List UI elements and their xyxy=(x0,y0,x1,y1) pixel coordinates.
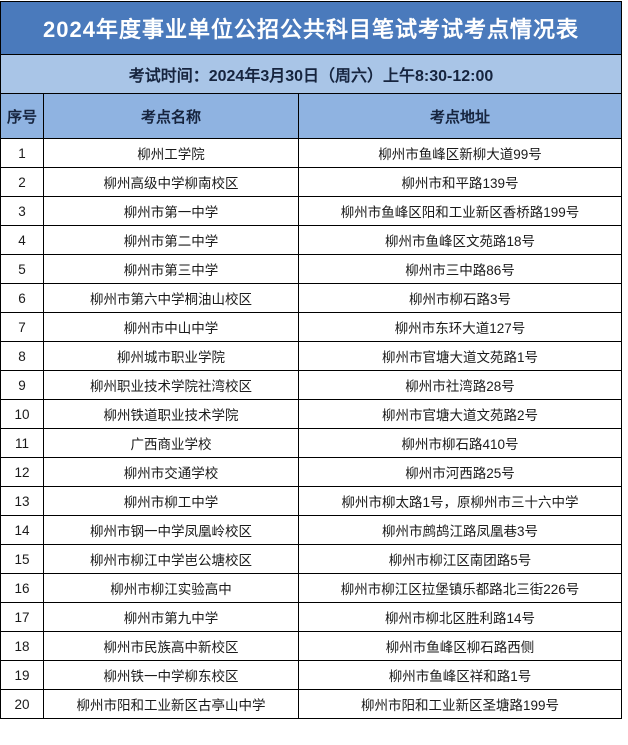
venue-name: 柳州市民族高中新校区 xyxy=(43,631,299,661)
table-row: 5 柳州市第三中学 柳州市三中路86号 xyxy=(0,254,623,284)
venue-name: 柳州市第六中学桐油山校区 xyxy=(43,283,299,313)
row-index: 18 xyxy=(0,631,44,661)
row-index: 19 xyxy=(0,660,44,690)
row-index: 20 xyxy=(0,689,44,719)
venue-name: 柳州市第九中学 xyxy=(43,602,299,632)
venue-name: 柳州市第二中学 xyxy=(43,225,299,255)
table-row: 18 柳州市民族高中新校区 柳州市鱼峰区柳石路西侧 xyxy=(0,631,623,661)
venue-name: 柳州市钢一中学凤凰岭校区 xyxy=(43,515,299,545)
venue-name: 柳州职业技术学院社湾校区 xyxy=(43,370,299,400)
exam-venues-table: 2024年度事业单位公招公共科目笔试考试考点情况表 考试时间：2024年3月30… xyxy=(0,1,623,719)
row-index: 16 xyxy=(0,573,44,603)
table-row: 8 柳州城市职业学院 柳州市官塘大道文苑路1号 xyxy=(0,341,623,371)
column-header-row: 序号 考点名称 考点地址 xyxy=(0,93,623,139)
venue-address: 柳州市鹧鸪江路凤凰巷3号 xyxy=(297,515,623,545)
table-row: 9 柳州职业技术学院社湾校区 柳州市社湾路28号 xyxy=(0,370,623,400)
venue-address: 柳州市鱼峰区新柳大道99号 xyxy=(297,138,623,168)
column-header-venue-address: 考点地址 xyxy=(297,93,623,139)
venue-name: 柳州市第三中学 xyxy=(43,254,299,284)
venue-name: 柳州市交通学校 xyxy=(43,457,299,487)
table-row: 13 柳州市柳工中学 柳州市柳太路1号，原柳州市三十六中学 xyxy=(0,486,623,516)
table-row: 14 柳州市钢一中学凤凰岭校区 柳州市鹧鸪江路凤凰巷3号 xyxy=(0,515,623,545)
row-index: 13 xyxy=(0,486,44,516)
row-index: 6 xyxy=(0,283,44,313)
venue-address: 柳州市官塘大道文苑路1号 xyxy=(297,341,623,371)
row-index: 1 xyxy=(0,138,44,168)
row-index: 15 xyxy=(0,544,44,574)
venue-address: 柳州市柳太路1号，原柳州市三十六中学 xyxy=(297,486,623,516)
row-index: 5 xyxy=(0,254,44,284)
venue-address: 柳州市河西路25号 xyxy=(297,457,623,487)
venue-address: 柳州市东环大道127号 xyxy=(297,312,623,342)
row-index: 12 xyxy=(0,457,44,487)
row-index: 11 xyxy=(0,428,44,458)
venue-name: 柳州铁道职业技术学院 xyxy=(43,399,299,429)
venue-address: 柳州市鱼峰区柳石路西侧 xyxy=(297,631,623,661)
venue-address: 柳州市柳北区胜利路14号 xyxy=(297,602,623,632)
venue-name: 柳州市柳工中学 xyxy=(43,486,299,516)
column-header-index: 序号 xyxy=(0,93,44,139)
row-index: 4 xyxy=(0,225,44,255)
table-row: 17 柳州市第九中学 柳州市柳北区胜利路14号 xyxy=(0,602,623,632)
venue-address: 柳州市鱼峰区文苑路18号 xyxy=(297,225,623,255)
venue-address: 柳州市和平路139号 xyxy=(297,167,623,197)
venue-name: 柳州市中山中学 xyxy=(43,312,299,342)
venue-name: 柳州市柳江实验高中 xyxy=(43,573,299,603)
table-row: 15 柳州市柳江中学岜公塘校区 柳州市柳江区南团路5号 xyxy=(0,544,623,574)
venue-address: 柳州市三中路86号 xyxy=(297,254,623,284)
venue-name: 柳州市柳江中学岜公塘校区 xyxy=(43,544,299,574)
venue-address: 柳州市柳石路3号 xyxy=(297,283,623,313)
table-row: 4 柳州市第二中学 柳州市鱼峰区文苑路18号 xyxy=(0,225,623,255)
venue-name: 柳州工学院 xyxy=(43,138,299,168)
venue-name: 柳州市阳和工业新区古亭山中学 xyxy=(43,689,299,719)
row-index: 9 xyxy=(0,370,44,400)
table-row: 11 广西商业学校 柳州市柳石路410号 xyxy=(0,428,623,458)
venue-address: 柳州市官塘大道文苑路2号 xyxy=(297,399,623,429)
venue-name: 柳州铁一中学柳东校区 xyxy=(43,660,299,690)
row-index: 17 xyxy=(0,602,44,632)
venue-address: 柳州市柳石路410号 xyxy=(297,428,623,458)
table-row: 1 柳州工学院 柳州市鱼峰区新柳大道99号 xyxy=(0,138,623,168)
table-row: 20 柳州市阳和工业新区古亭山中学 柳州市阳和工业新区圣塘路199号 xyxy=(0,689,623,719)
title-row: 2024年度事业单位公招公共科目笔试考试考点情况表 xyxy=(0,1,623,55)
venue-address: 柳州市鱼峰区祥和路1号 xyxy=(297,660,623,690)
row-index: 3 xyxy=(0,196,44,226)
page-title: 2024年度事业单位公招公共科目笔试考试考点情况表 xyxy=(0,1,623,55)
table-body: 1 柳州工学院 柳州市鱼峰区新柳大道99号 2 柳州高级中学柳南校区 柳州市和平路139号… xyxy=(0,138,623,719)
table-row: 3 柳州市第一中学 柳州市鱼峰区阳和工业新区香桥路199号 xyxy=(0,196,623,226)
row-index: 2 xyxy=(0,167,44,197)
venue-address: 柳州市鱼峰区阳和工业新区香桥路199号 xyxy=(297,196,623,226)
venue-address: 柳州市柳江区拉堡镇乐都路北三街226号 xyxy=(297,573,623,603)
row-index: 8 xyxy=(0,341,44,371)
column-header-venue-name: 考点名称 xyxy=(43,93,299,139)
row-index: 10 xyxy=(0,399,44,429)
venue-address: 柳州市阳和工业新区圣塘路199号 xyxy=(297,689,623,719)
row-index: 7 xyxy=(0,312,44,342)
venue-name: 柳州高级中学柳南校区 xyxy=(43,167,299,197)
table-row: 16 柳州市柳江实验高中 柳州市柳江区拉堡镇乐都路北三街226号 xyxy=(0,573,623,603)
exam-time-text: 考试时间：2024年3月30日（周六）上午8:30-12:00 xyxy=(0,54,623,94)
venue-name: 柳州城市职业学院 xyxy=(43,341,299,371)
venue-name: 柳州市第一中学 xyxy=(43,196,299,226)
table-row: 6 柳州市第六中学桐油山校区 柳州市柳石路3号 xyxy=(0,283,623,313)
venue-name: 广西商业学校 xyxy=(43,428,299,458)
venue-address: 柳州市社湾路28号 xyxy=(297,370,623,400)
exam-time-row: 考试时间：2024年3月30日（周六）上午8:30-12:00 xyxy=(0,54,623,94)
table-row: 19 柳州铁一中学柳东校区 柳州市鱼峰区祥和路1号 xyxy=(0,660,623,690)
table-row: 2 柳州高级中学柳南校区 柳州市和平路139号 xyxy=(0,167,623,197)
row-index: 14 xyxy=(0,515,44,545)
table-row: 12 柳州市交通学校 柳州市河西路25号 xyxy=(0,457,623,487)
table-row: 7 柳州市中山中学 柳州市东环大道127号 xyxy=(0,312,623,342)
table-row: 10 柳州铁道职业技术学院 柳州市官塘大道文苑路2号 xyxy=(0,399,623,429)
venue-address: 柳州市柳江区南团路5号 xyxy=(297,544,623,574)
